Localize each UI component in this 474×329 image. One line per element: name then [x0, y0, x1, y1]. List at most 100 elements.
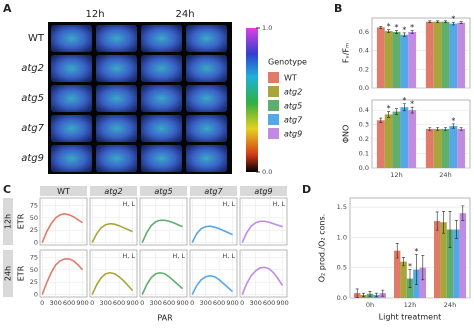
row-label: atg2 [21, 63, 44, 74]
x-tick-label: 900 [126, 299, 138, 307]
legend-label: atg9 [284, 130, 302, 139]
error-bar [435, 211, 439, 231]
y-tick-label: 0.1 [359, 150, 369, 158]
x-tick-label: 300 [199, 299, 211, 307]
x-tick-label: 300 [249, 299, 261, 307]
error-bar [442, 211, 446, 234]
bar [392, 111, 401, 168]
x-tick-label: 0h [366, 301, 374, 309]
strip [3, 250, 13, 297]
plot-area [139, 197, 188, 246]
column-label: 12h [85, 9, 104, 20]
plant-image [96, 115, 137, 142]
annotation: H, L [222, 252, 235, 260]
bar [449, 126, 458, 168]
error-bar [428, 20, 432, 23]
x-tick-label: 900 [176, 299, 188, 307]
strip [40, 186, 87, 196]
plant-image [186, 115, 227, 142]
y-tick-label: 0.0 [359, 84, 369, 92]
error-bar [379, 117, 383, 123]
x-tick-label: 600 [113, 299, 125, 307]
colorbar [246, 28, 258, 172]
x-tick-label: 0 [240, 299, 244, 307]
bar [453, 229, 460, 298]
y-axis-label: ETR [17, 265, 26, 281]
error-bar [451, 123, 455, 129]
column-header: atg2 [104, 187, 122, 196]
error-bar [379, 26, 383, 29]
annotation: H, L [122, 252, 135, 260]
x-tick-label: 0 [40, 299, 44, 307]
plant-image [51, 55, 92, 82]
error-bar [395, 243, 399, 259]
plot-area [239, 249, 288, 298]
bar [449, 23, 458, 89]
column-label: 24h [175, 9, 194, 20]
y-tick-label: 25 [30, 278, 38, 286]
y-tick-label: 50 [30, 214, 38, 222]
y-axis-label: O₂ prod./O₂ cons. [318, 214, 327, 283]
annotation: H, L [172, 252, 185, 260]
line [191, 274, 234, 295]
plant-image [186, 55, 227, 82]
line [241, 266, 284, 295]
annotation: H, L [272, 200, 285, 208]
annotation: H, L [122, 200, 135, 208]
row-header: 12h [4, 214, 13, 229]
error-bar [410, 106, 414, 114]
line [41, 258, 84, 295]
error-bar [395, 108, 398, 115]
strip [240, 186, 287, 196]
annotation: H, L [222, 200, 235, 208]
bar [400, 107, 409, 168]
line [141, 219, 183, 243]
y-axis-label: ETR [17, 213, 26, 229]
colorbar-label: 1.0 [262, 24, 272, 32]
column-header: atg5 [154, 187, 172, 196]
line [191, 225, 233, 243]
error-bar [459, 21, 463, 24]
plant-image [96, 85, 137, 112]
legend-label: atg7 [284, 116, 303, 125]
strip [3, 198, 13, 245]
significance-star: * [387, 104, 391, 113]
significance-star: * [410, 23, 414, 32]
bar [459, 213, 466, 298]
error-bar [436, 20, 440, 23]
x-axis-label: PAR [157, 314, 173, 323]
plant-image [96, 145, 137, 172]
error-bar [381, 289, 385, 297]
x-tick-label: 0 [190, 299, 194, 307]
line [141, 271, 184, 295]
legend-title: Genotype [268, 58, 307, 67]
x-tick-label: 12h [404, 301, 416, 309]
x-tick-label: 900 [226, 299, 238, 307]
y-tick-label: 75 [30, 201, 38, 209]
plant-image [96, 55, 137, 82]
panel-label: C [3, 183, 11, 196]
bar [408, 110, 417, 168]
y-tick-label: 0.4 [359, 47, 369, 55]
significance-star: * [451, 15, 455, 24]
y-tick-label: 0.0 [337, 294, 347, 302]
bar [376, 27, 385, 88]
plant-image [96, 25, 137, 52]
row-label: atg9 [21, 153, 44, 164]
error-bar [444, 20, 447, 23]
bar [408, 32, 417, 88]
bar [441, 21, 450, 88]
plot-area [189, 197, 238, 246]
legend-key [268, 100, 279, 111]
column-header: atg9 [254, 187, 272, 196]
significance-star: * [408, 262, 412, 271]
y-tick-label: 75 [30, 253, 38, 261]
row-label: atg5 [21, 93, 44, 104]
row-header: 24h [4, 266, 13, 281]
legend-label: atg5 [284, 102, 302, 111]
y-tick-label: 0.3 [359, 121, 369, 129]
error-bar [421, 255, 425, 281]
bar [392, 32, 401, 88]
plant-image [51, 145, 92, 172]
